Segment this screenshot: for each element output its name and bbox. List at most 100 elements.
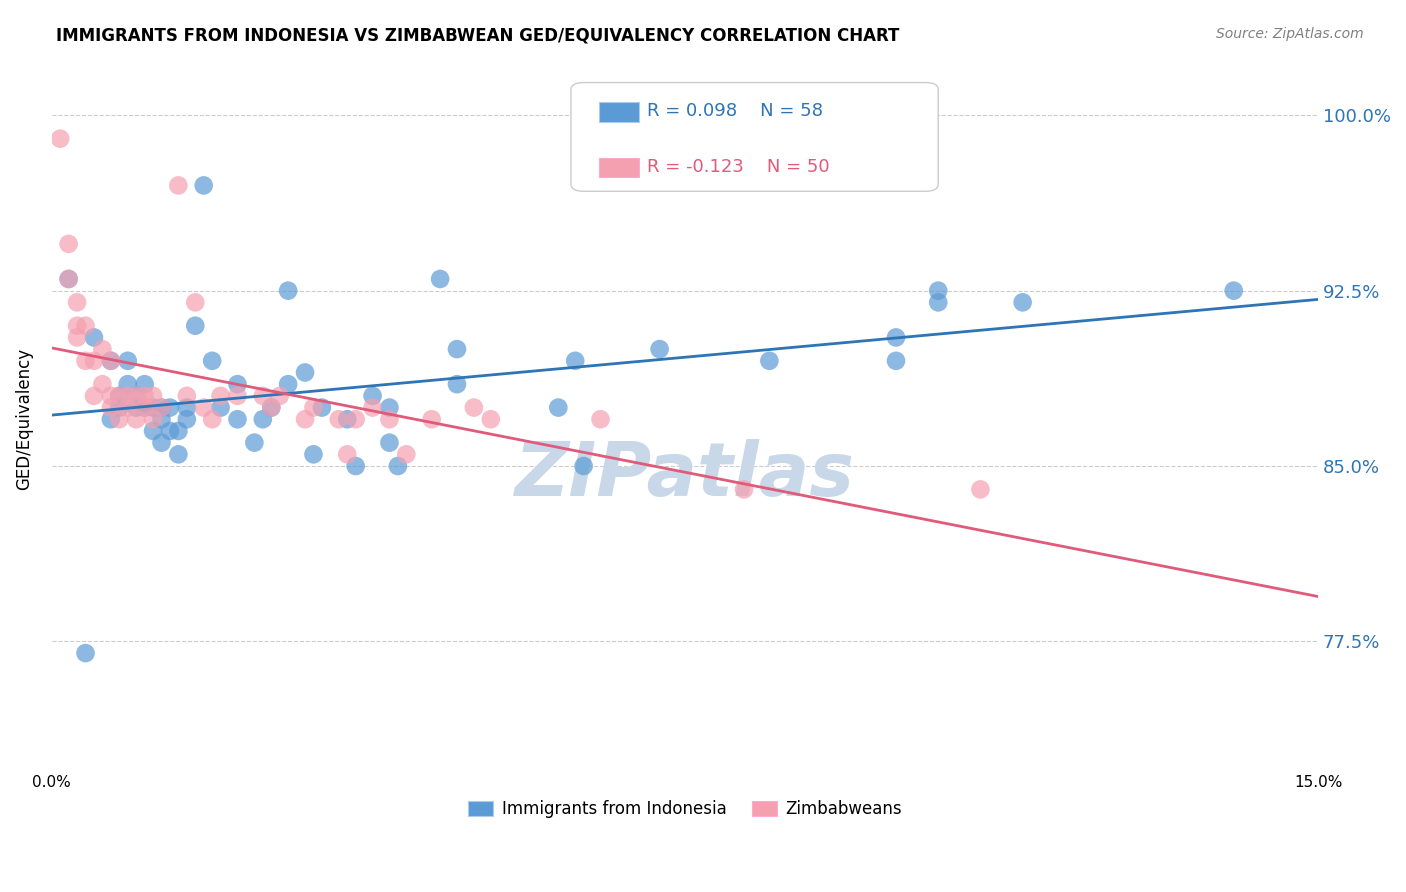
Point bbox=[302, 447, 325, 461]
Point bbox=[277, 377, 299, 392]
Point bbox=[58, 272, 80, 286]
Point bbox=[184, 318, 207, 333]
Text: Source: ZipAtlas.com: Source: ZipAtlas.com bbox=[1216, 27, 1364, 41]
Point bbox=[108, 412, 131, 426]
FancyBboxPatch shape bbox=[599, 103, 640, 122]
Point bbox=[83, 330, 105, 344]
Point bbox=[100, 401, 122, 415]
Point bbox=[83, 353, 105, 368]
Point bbox=[243, 435, 266, 450]
Point bbox=[336, 447, 359, 461]
Point bbox=[564, 353, 586, 368]
Point bbox=[328, 412, 350, 426]
Point bbox=[117, 353, 139, 368]
Point bbox=[884, 330, 907, 344]
Point bbox=[201, 353, 224, 368]
Point bbox=[176, 389, 198, 403]
Point bbox=[463, 401, 485, 415]
Point bbox=[159, 401, 181, 415]
Point bbox=[125, 412, 148, 426]
Point bbox=[58, 236, 80, 251]
Point bbox=[378, 412, 401, 426]
Point bbox=[66, 318, 89, 333]
Point bbox=[66, 330, 89, 344]
Point bbox=[1011, 295, 1033, 310]
Text: R = -0.123    N = 50: R = -0.123 N = 50 bbox=[647, 159, 830, 177]
Point bbox=[176, 401, 198, 415]
Point bbox=[142, 401, 165, 415]
Point bbox=[969, 483, 991, 497]
Point bbox=[260, 401, 283, 415]
Point bbox=[125, 389, 148, 403]
Point bbox=[83, 389, 105, 403]
Point bbox=[176, 412, 198, 426]
Point bbox=[134, 389, 156, 403]
Point bbox=[927, 295, 949, 310]
Point bbox=[75, 646, 97, 660]
Point bbox=[100, 412, 122, 426]
Point bbox=[134, 377, 156, 392]
Point bbox=[572, 458, 595, 473]
Point bbox=[167, 178, 190, 193]
Point bbox=[108, 389, 131, 403]
Point bbox=[420, 412, 443, 426]
Point bbox=[159, 424, 181, 438]
Point bbox=[311, 401, 333, 415]
Point bbox=[226, 389, 249, 403]
Point bbox=[378, 435, 401, 450]
Point bbox=[361, 389, 384, 403]
Point bbox=[150, 401, 173, 415]
Point bbox=[758, 353, 780, 368]
Point bbox=[142, 389, 165, 403]
Point bbox=[66, 295, 89, 310]
Point bbox=[226, 412, 249, 426]
Point bbox=[209, 401, 232, 415]
Point bbox=[1222, 284, 1244, 298]
Point bbox=[446, 377, 468, 392]
Point bbox=[344, 412, 367, 426]
Point bbox=[294, 412, 316, 426]
Point bbox=[100, 353, 122, 368]
Point bbox=[589, 412, 612, 426]
Point bbox=[193, 178, 215, 193]
Point bbox=[150, 401, 173, 415]
Point bbox=[142, 424, 165, 438]
Point bbox=[134, 401, 156, 415]
Point bbox=[269, 389, 291, 403]
Point bbox=[184, 295, 207, 310]
Point bbox=[117, 377, 139, 392]
Point bbox=[429, 272, 451, 286]
Point bbox=[733, 483, 755, 497]
Point bbox=[125, 401, 148, 415]
Text: R = 0.098    N = 58: R = 0.098 N = 58 bbox=[647, 102, 823, 120]
Point bbox=[100, 353, 122, 368]
Point bbox=[134, 401, 156, 415]
Point bbox=[884, 353, 907, 368]
Point bbox=[125, 389, 148, 403]
Point bbox=[648, 342, 671, 356]
Point bbox=[150, 412, 173, 426]
Y-axis label: GED/Equivalency: GED/Equivalency bbox=[15, 348, 32, 491]
Point bbox=[336, 412, 359, 426]
Point bbox=[378, 401, 401, 415]
Point bbox=[260, 401, 283, 415]
Point bbox=[108, 401, 131, 415]
Point bbox=[294, 366, 316, 380]
Point bbox=[49, 131, 72, 145]
Point bbox=[91, 342, 114, 356]
Point bbox=[252, 389, 274, 403]
Point bbox=[927, 284, 949, 298]
Point bbox=[91, 377, 114, 392]
Legend: Immigrants from Indonesia, Zimbabweans: Immigrants from Indonesia, Zimbabweans bbox=[461, 794, 908, 825]
Point bbox=[446, 342, 468, 356]
Point bbox=[108, 389, 131, 403]
Point bbox=[344, 458, 367, 473]
Text: IMMIGRANTS FROM INDONESIA VS ZIMBABWEAN GED/EQUIVALENCY CORRELATION CHART: IMMIGRANTS FROM INDONESIA VS ZIMBABWEAN … bbox=[56, 27, 900, 45]
Point bbox=[100, 389, 122, 403]
Point bbox=[479, 412, 502, 426]
Point bbox=[277, 284, 299, 298]
Point bbox=[150, 435, 173, 450]
Point bbox=[75, 318, 97, 333]
Point bbox=[209, 389, 232, 403]
Point bbox=[167, 424, 190, 438]
